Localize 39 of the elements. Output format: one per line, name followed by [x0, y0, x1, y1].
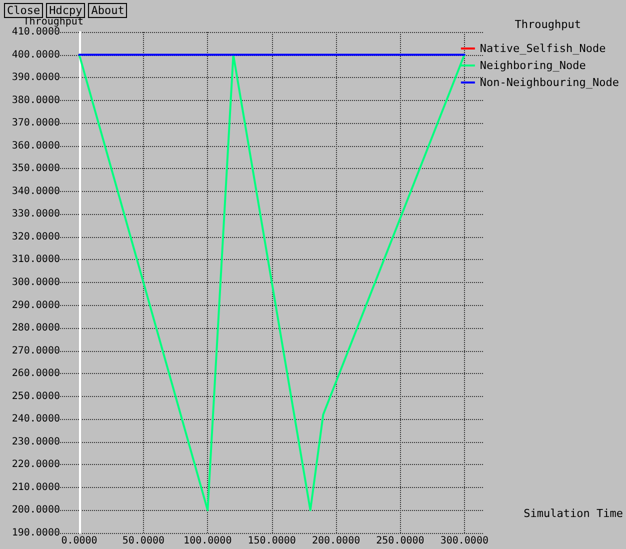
- y-tick-label: 220.0000: [12, 459, 60, 470]
- x-tick-label: 250.0000: [376, 536, 424, 546]
- legend-label: Non-Neighbouring_Node: [480, 76, 620, 89]
- y-tick-label: 370.0000: [12, 118, 60, 129]
- y-tick-label: 320.0000: [12, 231, 60, 242]
- text: Close: [4, 3, 44, 18]
- x-tick-label: 100.0000: [184, 536, 232, 546]
- x-axis-title: Simulation Time: [524, 507, 624, 520]
- y-tick-label: 400.0000: [12, 49, 60, 60]
- y-tick-label: 200.0000: [12, 504, 60, 516]
- x-tick-label: 300.0000: [440, 536, 488, 546]
- text: Throughput: [514, 18, 582, 31]
- y-tick-label: 350.0000: [12, 163, 60, 174]
- x-tick-label: 50.0000: [122, 536, 165, 546]
- y-tick-label: 390.0000: [12, 72, 60, 84]
- x-tick-label: 0.0000: [61, 536, 98, 546]
- y-tick-label: 340.0000: [12, 186, 60, 197]
- y-tick-label: 250.0000: [12, 390, 60, 402]
- y-axis-title: Throughput: [23, 16, 84, 28]
- x-tick-label: 200.0000: [312, 536, 360, 546]
- y-tick-label: 190.0000: [12, 528, 60, 538]
- text: About: [88, 3, 128, 18]
- x-tick-label: 150.0000: [248, 536, 296, 546]
- y-tick-label: 330.0000: [12, 208, 60, 220]
- y-tick-label: 410.0000: [12, 26, 60, 38]
- y-tick-label: 210.0000: [12, 482, 60, 493]
- text: Hdcpy: [46, 3, 86, 18]
- y-tick-label: 290.0000: [12, 300, 60, 311]
- y-tick-label: 230.0000: [12, 436, 60, 448]
- legend-label: Native_Selfish_Node: [480, 42, 606, 55]
- y-tick-label: 270.0000: [12, 345, 60, 356]
- y-tick-label: 300.0000: [12, 277, 60, 288]
- y-tick-label: 260.0000: [12, 368, 60, 380]
- y-tick-label: 310.0000: [12, 254, 60, 266]
- y-tick-label: 380.0000: [12, 94, 60, 106]
- y-tick-label: 280.0000: [12, 322, 60, 334]
- y-tick-label: 240.0000: [12, 414, 60, 425]
- y-tick-label: 360.0000: [12, 140, 60, 152]
- legend-label: Neighboring_Node: [480, 59, 586, 72]
